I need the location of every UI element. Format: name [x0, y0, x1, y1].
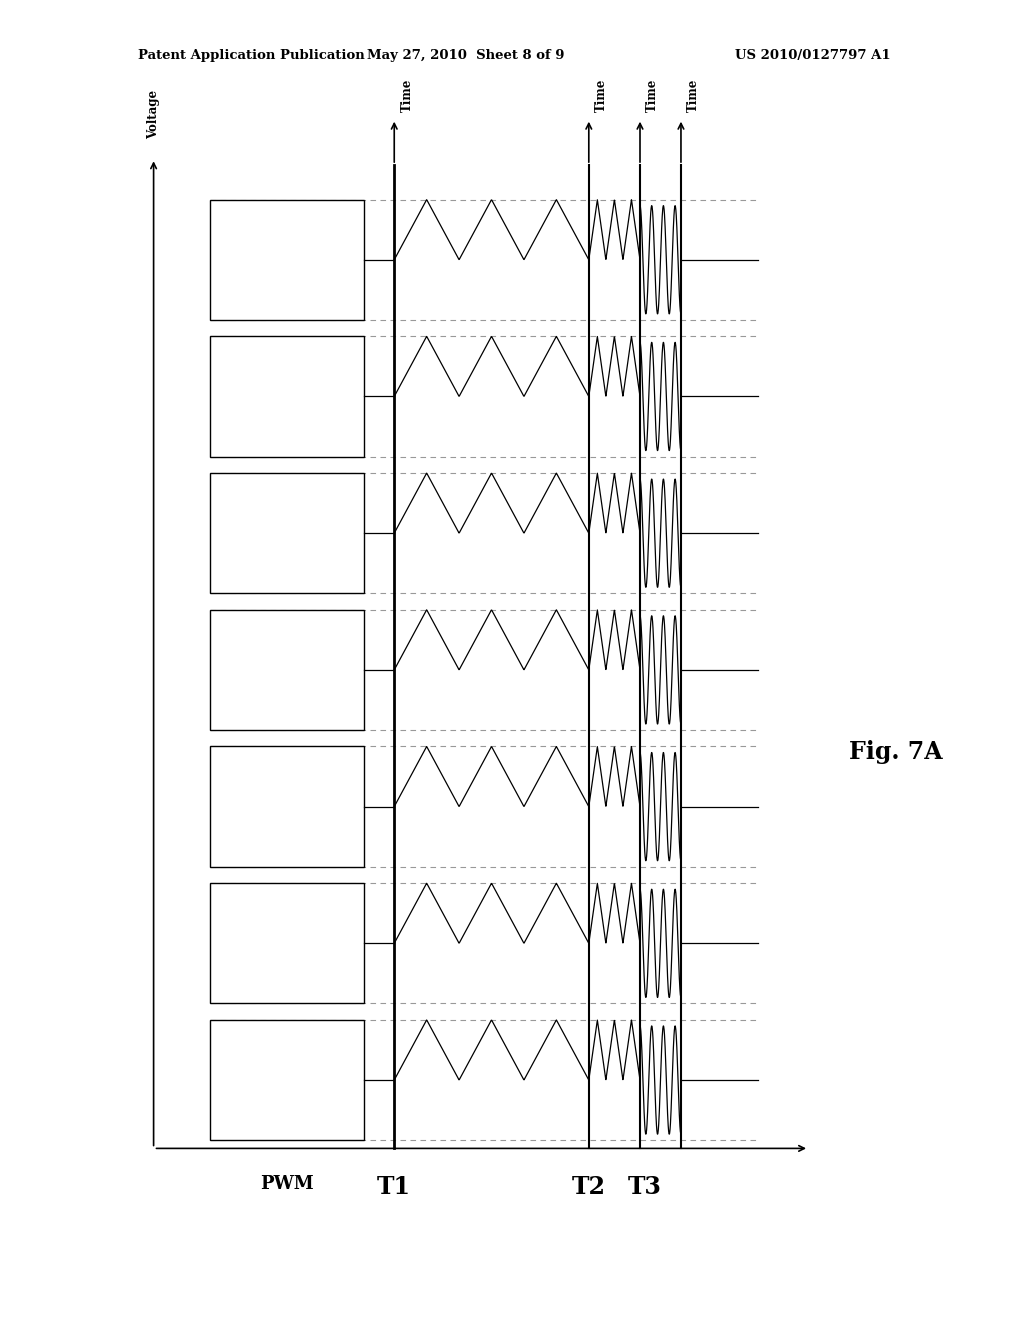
Bar [210, 883, 364, 1003]
Text: PWM: PWM [260, 1175, 313, 1193]
Bar [210, 746, 364, 867]
Text: May 27, 2010  Sheet 8 of 9: May 27, 2010 Sheet 8 of 9 [368, 49, 564, 62]
Text: Voltage: Voltage [147, 90, 160, 139]
Text: Time: Time [400, 79, 414, 112]
Bar [210, 337, 364, 457]
Text: Patent Application Publication: Patent Application Publication [138, 49, 365, 62]
Text: T3: T3 [628, 1175, 663, 1199]
Text: US 2010/0127797 A1: US 2010/0127797 A1 [735, 49, 891, 62]
Text: Fig. 7A: Fig. 7A [849, 741, 943, 764]
Bar [210, 199, 364, 319]
Text: Time: Time [646, 79, 659, 112]
Text: T2: T2 [571, 1175, 606, 1199]
Bar [210, 473, 364, 594]
Text: Time: Time [687, 79, 700, 112]
Text: Time: Time [595, 79, 608, 112]
Bar [210, 610, 364, 730]
Text: T1: T1 [377, 1175, 412, 1199]
Bar [210, 1020, 364, 1140]
